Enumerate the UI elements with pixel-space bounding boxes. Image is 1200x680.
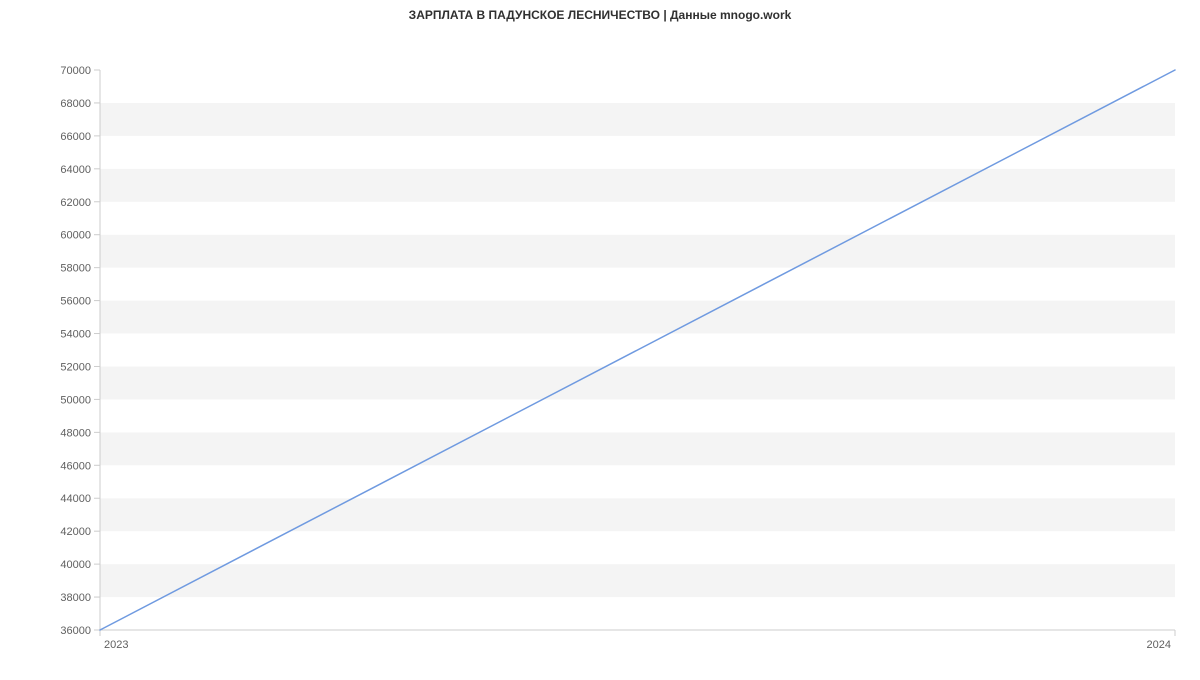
chart-container: ЗАРПЛАТА В ПАДУНСКОЕ ЛЕСНИЧЕСТВО | Данны… bbox=[0, 0, 1200, 650]
y-tick-label: 58000 bbox=[60, 263, 91, 275]
grid-band bbox=[100, 70, 1175, 103]
grid-band bbox=[100, 169, 1175, 202]
grid-band bbox=[100, 235, 1175, 268]
y-tick-label: 38000 bbox=[60, 592, 91, 604]
y-tick-label: 50000 bbox=[60, 394, 91, 406]
y-tick-label: 66000 bbox=[60, 131, 91, 143]
y-tick-label: 62000 bbox=[60, 197, 91, 209]
y-tick-label: 68000 bbox=[60, 98, 91, 110]
grid-band bbox=[100, 268, 1175, 301]
grid-band bbox=[100, 202, 1175, 235]
y-tick-label: 40000 bbox=[60, 559, 91, 571]
chart-title: ЗАРПЛАТА В ПАДУНСКОЕ ЛЕСНИЧЕСТВО | Данны… bbox=[0, 0, 1200, 30]
y-tick-label: 60000 bbox=[60, 230, 91, 242]
grid-band bbox=[100, 103, 1175, 136]
line-chart: 36000 38000 40000 42000 44000 46000 48000 50000… bbox=[0, 30, 1200, 680]
y-tick-label: 64000 bbox=[60, 164, 91, 176]
y-tick-label: 52000 bbox=[60, 361, 91, 373]
x-tick-label: 2024 bbox=[1147, 639, 1171, 651]
grid-band bbox=[100, 432, 1175, 465]
y-tick-label: 56000 bbox=[60, 296, 91, 308]
y-tick-label: 36000 bbox=[60, 625, 91, 637]
grid-band bbox=[100, 465, 1175, 498]
grid-band bbox=[100, 399, 1175, 432]
grid-band bbox=[100, 531, 1175, 564]
y-tick-label: 46000 bbox=[60, 460, 91, 472]
y-tick-label: 42000 bbox=[60, 526, 91, 538]
y-tick-label: 54000 bbox=[60, 329, 91, 341]
y-tick-label: 44000 bbox=[60, 493, 91, 505]
grid-band bbox=[100, 366, 1175, 399]
grid-band bbox=[100, 564, 1175, 597]
grid-band bbox=[100, 498, 1175, 531]
y-tick-label: 70000 bbox=[60, 65, 91, 77]
x-tick-label: 2023 bbox=[104, 639, 128, 651]
grid-band bbox=[100, 597, 1175, 630]
grid-band bbox=[100, 301, 1175, 334]
y-tick-label: 48000 bbox=[60, 427, 91, 439]
grid-band bbox=[100, 136, 1175, 169]
